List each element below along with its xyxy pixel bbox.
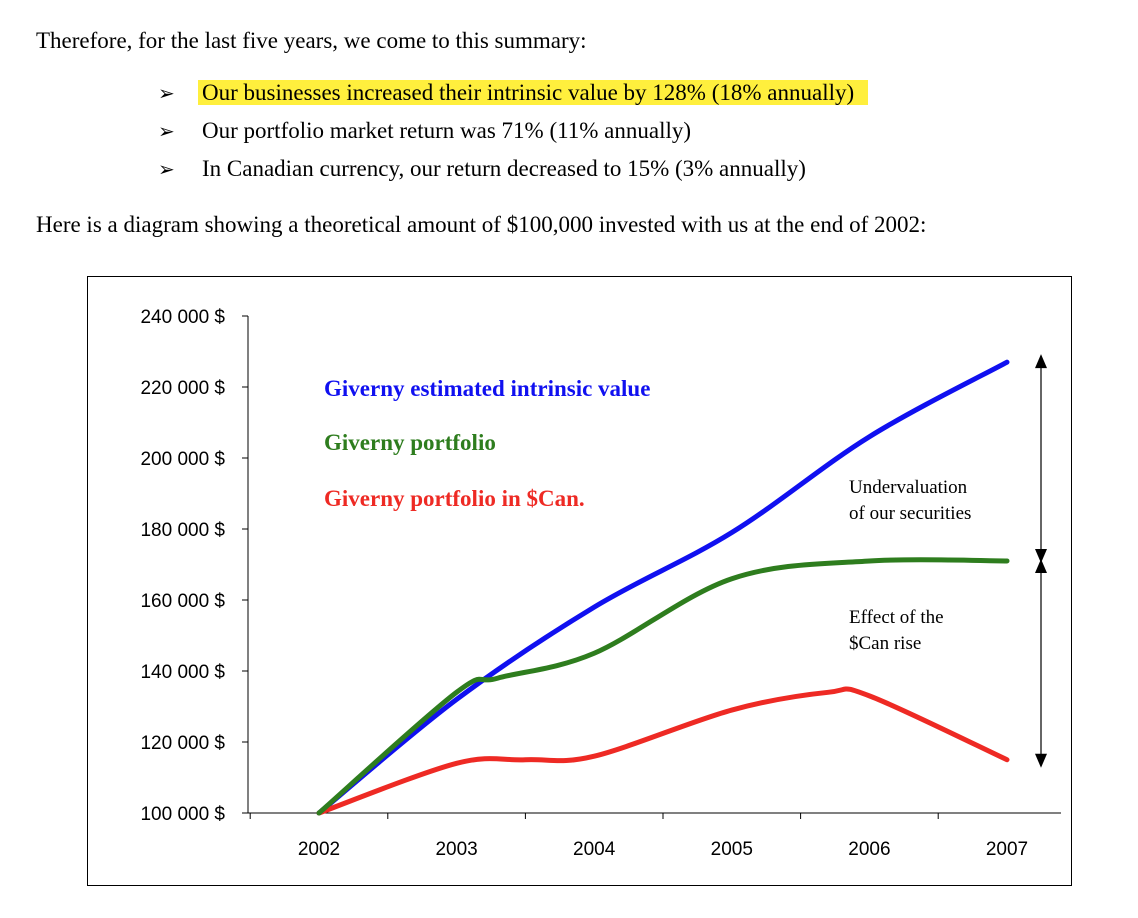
summary-text: In Canadian currency, our return decreas…: [202, 156, 806, 181]
summary-item: ➢ Our businesses increased their intrinsi…: [158, 76, 869, 114]
summary-text: Our portfolio market return was 71% (11%…: [202, 118, 692, 143]
x-tick-label: 2006: [848, 839, 890, 860]
y-tick-label: 160 000 $: [140, 591, 225, 612]
y-tick-label: 120 000 $: [140, 733, 225, 754]
chart-lead-text: Here is a diagram showing a theoretical …: [36, 212, 927, 237]
arrow-down-icon: [1035, 753, 1047, 768]
y-tick-label: 180 000 $: [140, 520, 225, 541]
annotation-label: Effect of the: [849, 607, 944, 628]
summary-item: ➢ Our portfolio market return was 71% (11…: [158, 114, 868, 152]
x-tick-label: 2007: [986, 839, 1028, 860]
y-tick-label: 100 000 $: [140, 804, 225, 825]
legend-label: Giverny portfolio: [324, 430, 496, 455]
arrow-bullet-icon: ➢: [158, 81, 175, 105]
x-tick-label: 2005: [711, 839, 753, 860]
chart-frame: 100 000 $ 120 000 $ 140 000 $ 160 000 $ 180 …: [87, 276, 1072, 886]
y-tick-label: 140 000 $: [140, 662, 225, 683]
line-chart: 100 000 $ 120 000 $ 140 000 $ 160 000 $ 180 …: [140, 307, 1061, 860]
arrow-down-icon: [1035, 548, 1047, 563]
arrow-up-icon: [1035, 558, 1047, 573]
annotation-label: Undervaluation: [849, 477, 968, 498]
x-tick-label: 2004: [573, 839, 616, 860]
intro-text: Therefore, for the last five years, we c…: [36, 28, 587, 53]
y-tick-label: 200 000 $: [140, 449, 225, 470]
legend-label: Giverny estimated intrinsic value: [324, 376, 650, 401]
summary-item: ➢ In Canadian currency, our return decrea…: [158, 152, 868, 190]
summary-list: ➢ Our businesses increased their intrinsi…: [158, 76, 869, 190]
series-line: [316, 359, 1010, 816]
arrow-up-icon: [1035, 354, 1047, 369]
arrow-bullet-icon: ➢: [158, 119, 175, 143]
y-tick-label: 240 000 $: [140, 307, 225, 328]
arrow-bullet-icon: ➢: [158, 157, 175, 181]
series-line: [316, 557, 1010, 816]
annotation-label: $Can rise: [849, 633, 921, 654]
y-tick-label: 220 000 $: [140, 378, 225, 399]
series-line: [316, 686, 1010, 816]
x-tick-label: 2003: [435, 839, 477, 860]
x-tick-label: 2002: [298, 839, 340, 860]
annotation-label: of our securities: [849, 503, 971, 524]
legend-label: Giverny portfolio in $Can.: [324, 486, 585, 511]
highlighted-summary-text: Our businesses increased their intrinsic…: [198, 80, 869, 105]
